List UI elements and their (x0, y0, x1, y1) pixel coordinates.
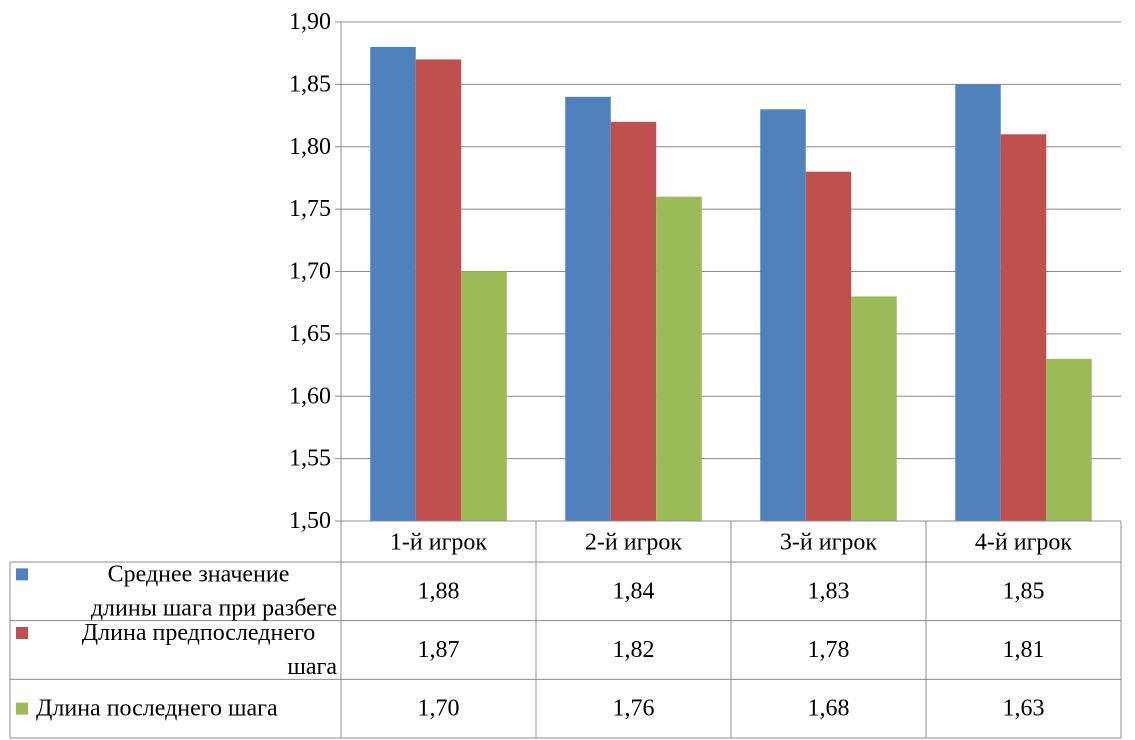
legend-key (16, 702, 28, 715)
bar (805, 171, 852, 521)
y-tick-label: 1,70 (289, 259, 331, 285)
data-label: 1,88 (418, 578, 460, 604)
legend-label: Среднее значение длины шага при разбеге (91, 561, 337, 621)
data-label: 1,63 (1003, 696, 1045, 722)
y-tick-label: 1,60 (289, 383, 331, 409)
x-tick-label: 4-й игрок (975, 530, 1073, 556)
data-label: 1,87 (418, 637, 460, 663)
legend-label: Длина предпоследнего шага (82, 620, 338, 680)
bar (656, 196, 702, 521)
bar (760, 109, 806, 521)
bar (851, 296, 897, 521)
data-label: 1,84 (613, 578, 655, 604)
bar (565, 96, 611, 521)
data-label: 1,70 (418, 696, 460, 722)
data-label: 1,76 (613, 696, 655, 722)
y-axis-tick-labels: 1,50 1,55 1,60 1,65 1,70 1,75 1,80 1,85 1,90 (289, 9, 331, 534)
y-tick-label: 1,90 (289, 9, 331, 35)
bar (1000, 134, 1047, 521)
y-tick-label: 1,80 (289, 134, 331, 160)
data-label: 1,68 (808, 696, 850, 722)
bar (461, 271, 507, 521)
data-label: 1,82 (613, 637, 655, 663)
x-tick-label: 2-й игрок (585, 530, 683, 556)
bars (370, 46, 1092, 522)
legend-label: Длина последнего шага (36, 696, 278, 722)
bar (370, 46, 416, 521)
data-label: 1,83 (808, 578, 850, 604)
bar (415, 59, 462, 522)
bar (610, 121, 657, 522)
legend-key (16, 627, 28, 639)
y-tick-label: 1,55 (289, 446, 331, 472)
x-tick-label: 1-й игрок (390, 530, 488, 556)
data-table: 1-й игрок 2-й игрок 3-й игрок 4-й игрок Сред… (9, 521, 1122, 739)
y-tick-label: 1,65 (289, 321, 331, 347)
data-label: 1,81 (1003, 637, 1045, 663)
y-tick-label: 1,50 (289, 508, 331, 534)
y-tick-label: 1,75 (289, 196, 331, 222)
data-label: 1,85 (1003, 578, 1045, 604)
legend-key (16, 568, 28, 581)
y-tick-label: 1,85 (289, 71, 331, 97)
bar (955, 84, 1001, 521)
x-tick-label: 3-й игрок (780, 530, 878, 556)
bar (1046, 358, 1092, 521)
data-label: 1,78 (808, 637, 850, 663)
